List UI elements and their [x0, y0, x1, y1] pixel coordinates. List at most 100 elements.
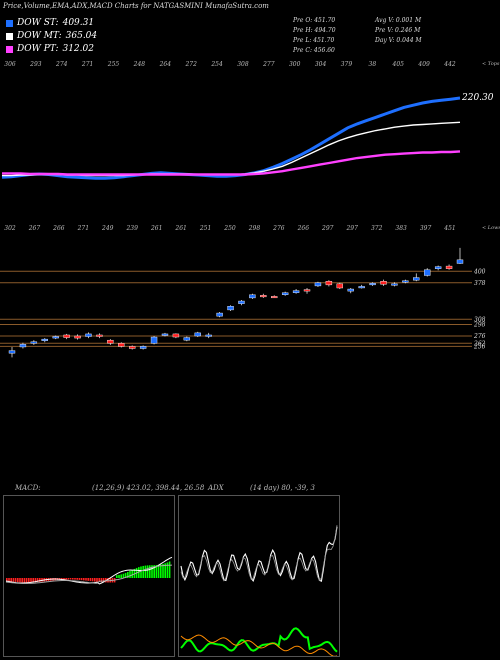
ema-corner-label: < Tops: [482, 61, 500, 67]
macd-hist-bar: [146, 565, 149, 578]
macd-hist-bar: [160, 564, 162, 578]
price-top-label: 383: [395, 225, 407, 232]
chart-title: Price,Volume,EMA,ADX,MACD Charts for NAT…: [3, 2, 269, 10]
macd-hist-bar: [89, 578, 92, 582]
macd-hist-bar: [140, 566, 142, 578]
price-candle: [292, 290, 300, 293]
macd-hist-bar: [102, 578, 105, 583]
macd-hist-bar: [131, 569, 133, 578]
macd-hist-bar: [10, 578, 12, 582]
price-level-label: 298: [473, 322, 486, 329]
stat-pre-high: Pre H: 494.70: [293, 27, 336, 34]
macd-hist-bar: [138, 567, 140, 578]
price-top-label: 266: [52, 225, 65, 232]
price-candle: [445, 265, 453, 269]
macd-hist-bar: [166, 562, 169, 578]
macd-hist-bar: [63, 578, 65, 580]
price-top-label: 372: [371, 225, 383, 232]
macd-hist-bar: [168, 561, 171, 578]
ema-top-label: 442: [443, 61, 456, 68]
macd-hist-bar: [21, 578, 23, 583]
legend-swatch-mt: [6, 32, 13, 40]
ema-line-1: [2, 121, 461, 177]
ema-top-label: 293: [29, 61, 42, 68]
price-candle: [456, 259, 464, 264]
macd-hist-bar: [12, 578, 15, 582]
macd-hist-bar: [30, 578, 32, 583]
adx-chart: [178, 495, 340, 657]
price-candle: [52, 336, 59, 339]
macd-hist-bar: [116, 575, 118, 578]
macd-hist-bar: [74, 578, 76, 580]
macd-hist-bar: [23, 578, 26, 583]
macd-hist-bar: [144, 565, 147, 578]
macd-hist-bar: [122, 573, 125, 578]
macd-hist-bar: [6, 578, 8, 581]
price-candle: [63, 334, 70, 338]
adx-label: ADX: [208, 484, 224, 492]
legend-pt-label: DOW PT:: [17, 44, 59, 54]
price-top-label: 297: [321, 225, 334, 232]
price-level-label: 276: [473, 333, 486, 340]
legend-mt-label: DOW MT:: [17, 31, 62, 41]
price-candle: [325, 281, 333, 286]
ema-chart: 306 293 274 271 255 248 264 272 254 308 277 300 304 3…: [1, 61, 500, 180]
ema-top-label: 254: [210, 61, 223, 68]
ema-top-label: 379: [341, 61, 353, 68]
stat-pre-close: Pre C: 456.60: [293, 47, 335, 54]
ema-top-label: 300: [289, 61, 301, 68]
price-candle: [172, 333, 180, 338]
price-top-label: 451: [443, 225, 455, 232]
macd-hist-bar: [151, 565, 153, 578]
price-candle: [118, 343, 125, 347]
price-top-label: 261: [150, 225, 162, 232]
price-candle: [183, 337, 191, 341]
stat-pre-volume: Pre V: 0.246 M: [375, 27, 421, 34]
macd-hist-bar: [32, 578, 34, 583]
price-candle: [249, 294, 256, 299]
stat-pre-open: Pre O: 451.70: [293, 17, 336, 24]
price-top-label: 397: [420, 225, 432, 232]
price-top-label: 250: [223, 225, 236, 232]
price-candle: [424, 269, 431, 276]
ema-top-label: 248: [133, 61, 146, 68]
ema-top-label: 308: [237, 61, 249, 68]
price-level-label: 400: [473, 268, 486, 275]
macd-hist-bar: [65, 578, 67, 580]
price-candle: [216, 312, 223, 317]
macd-label: MACD:: [15, 484, 41, 492]
price-candle: [150, 336, 158, 344]
macd-hist-bar: [153, 565, 155, 578]
macd-hist-bar: [28, 578, 30, 583]
price-corner-label: < Lows: [482, 225, 500, 231]
legend-swatch-st: [6, 19, 13, 27]
macd-hist-bar: [67, 578, 70, 580]
stat-avg-volume: Avg V: 0.001 M: [375, 17, 422, 24]
macd-hist-bar: [155, 565, 158, 578]
price-candle: [260, 295, 267, 298]
ema-top-label: 277: [262, 61, 275, 68]
price-candle: [369, 283, 376, 286]
macd-hist-bar: [78, 578, 81, 580]
macd-hist-bar: [36, 578, 39, 583]
macd-hist-bar: [39, 578, 41, 582]
price-level-label: 378: [474, 280, 486, 287]
price-candle: [271, 296, 278, 299]
stats-col-1: Pre O: 451.70 Pre H: 494.70 Pre L: 451.7…: [293, 16, 336, 56]
price-candle: [74, 335, 81, 339]
macd-hist-bar: [98, 578, 100, 582]
legend-dow-st: DOW ST: 409.31: [6, 18, 94, 28]
price-candle: [238, 300, 245, 304]
price-level-label: 256: [473, 343, 486, 350]
price-level-label: 308: [474, 316, 486, 323]
macd-hist-bar: [127, 571, 129, 578]
macd-params: (12,26,9) 423.02, 398.44, 26.58: [92, 484, 205, 492]
legend-mt-value: 365.04: [65, 31, 98, 41]
ema-top-label: 409: [417, 61, 430, 68]
macd-hist-bar: [80, 578, 83, 581]
price-candle: [434, 266, 442, 269]
ema-top-label: 405: [392, 61, 405, 68]
macd-hist-bar: [94, 578, 96, 582]
macd-hist-bar: [19, 578, 21, 583]
price-top-label: 271: [77, 225, 89, 232]
